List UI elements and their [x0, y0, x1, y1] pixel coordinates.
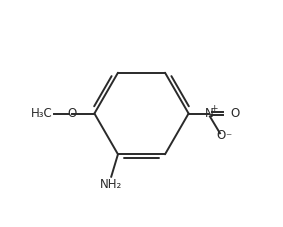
Text: NH₂: NH₂ [100, 178, 122, 191]
Text: N: N [204, 107, 213, 120]
Text: +: + [210, 104, 217, 113]
Text: O: O [216, 129, 226, 142]
Text: O: O [230, 107, 239, 120]
Text: H₃C: H₃C [31, 107, 53, 120]
Text: O: O [67, 107, 77, 120]
Text: ⁻: ⁻ [226, 132, 232, 145]
